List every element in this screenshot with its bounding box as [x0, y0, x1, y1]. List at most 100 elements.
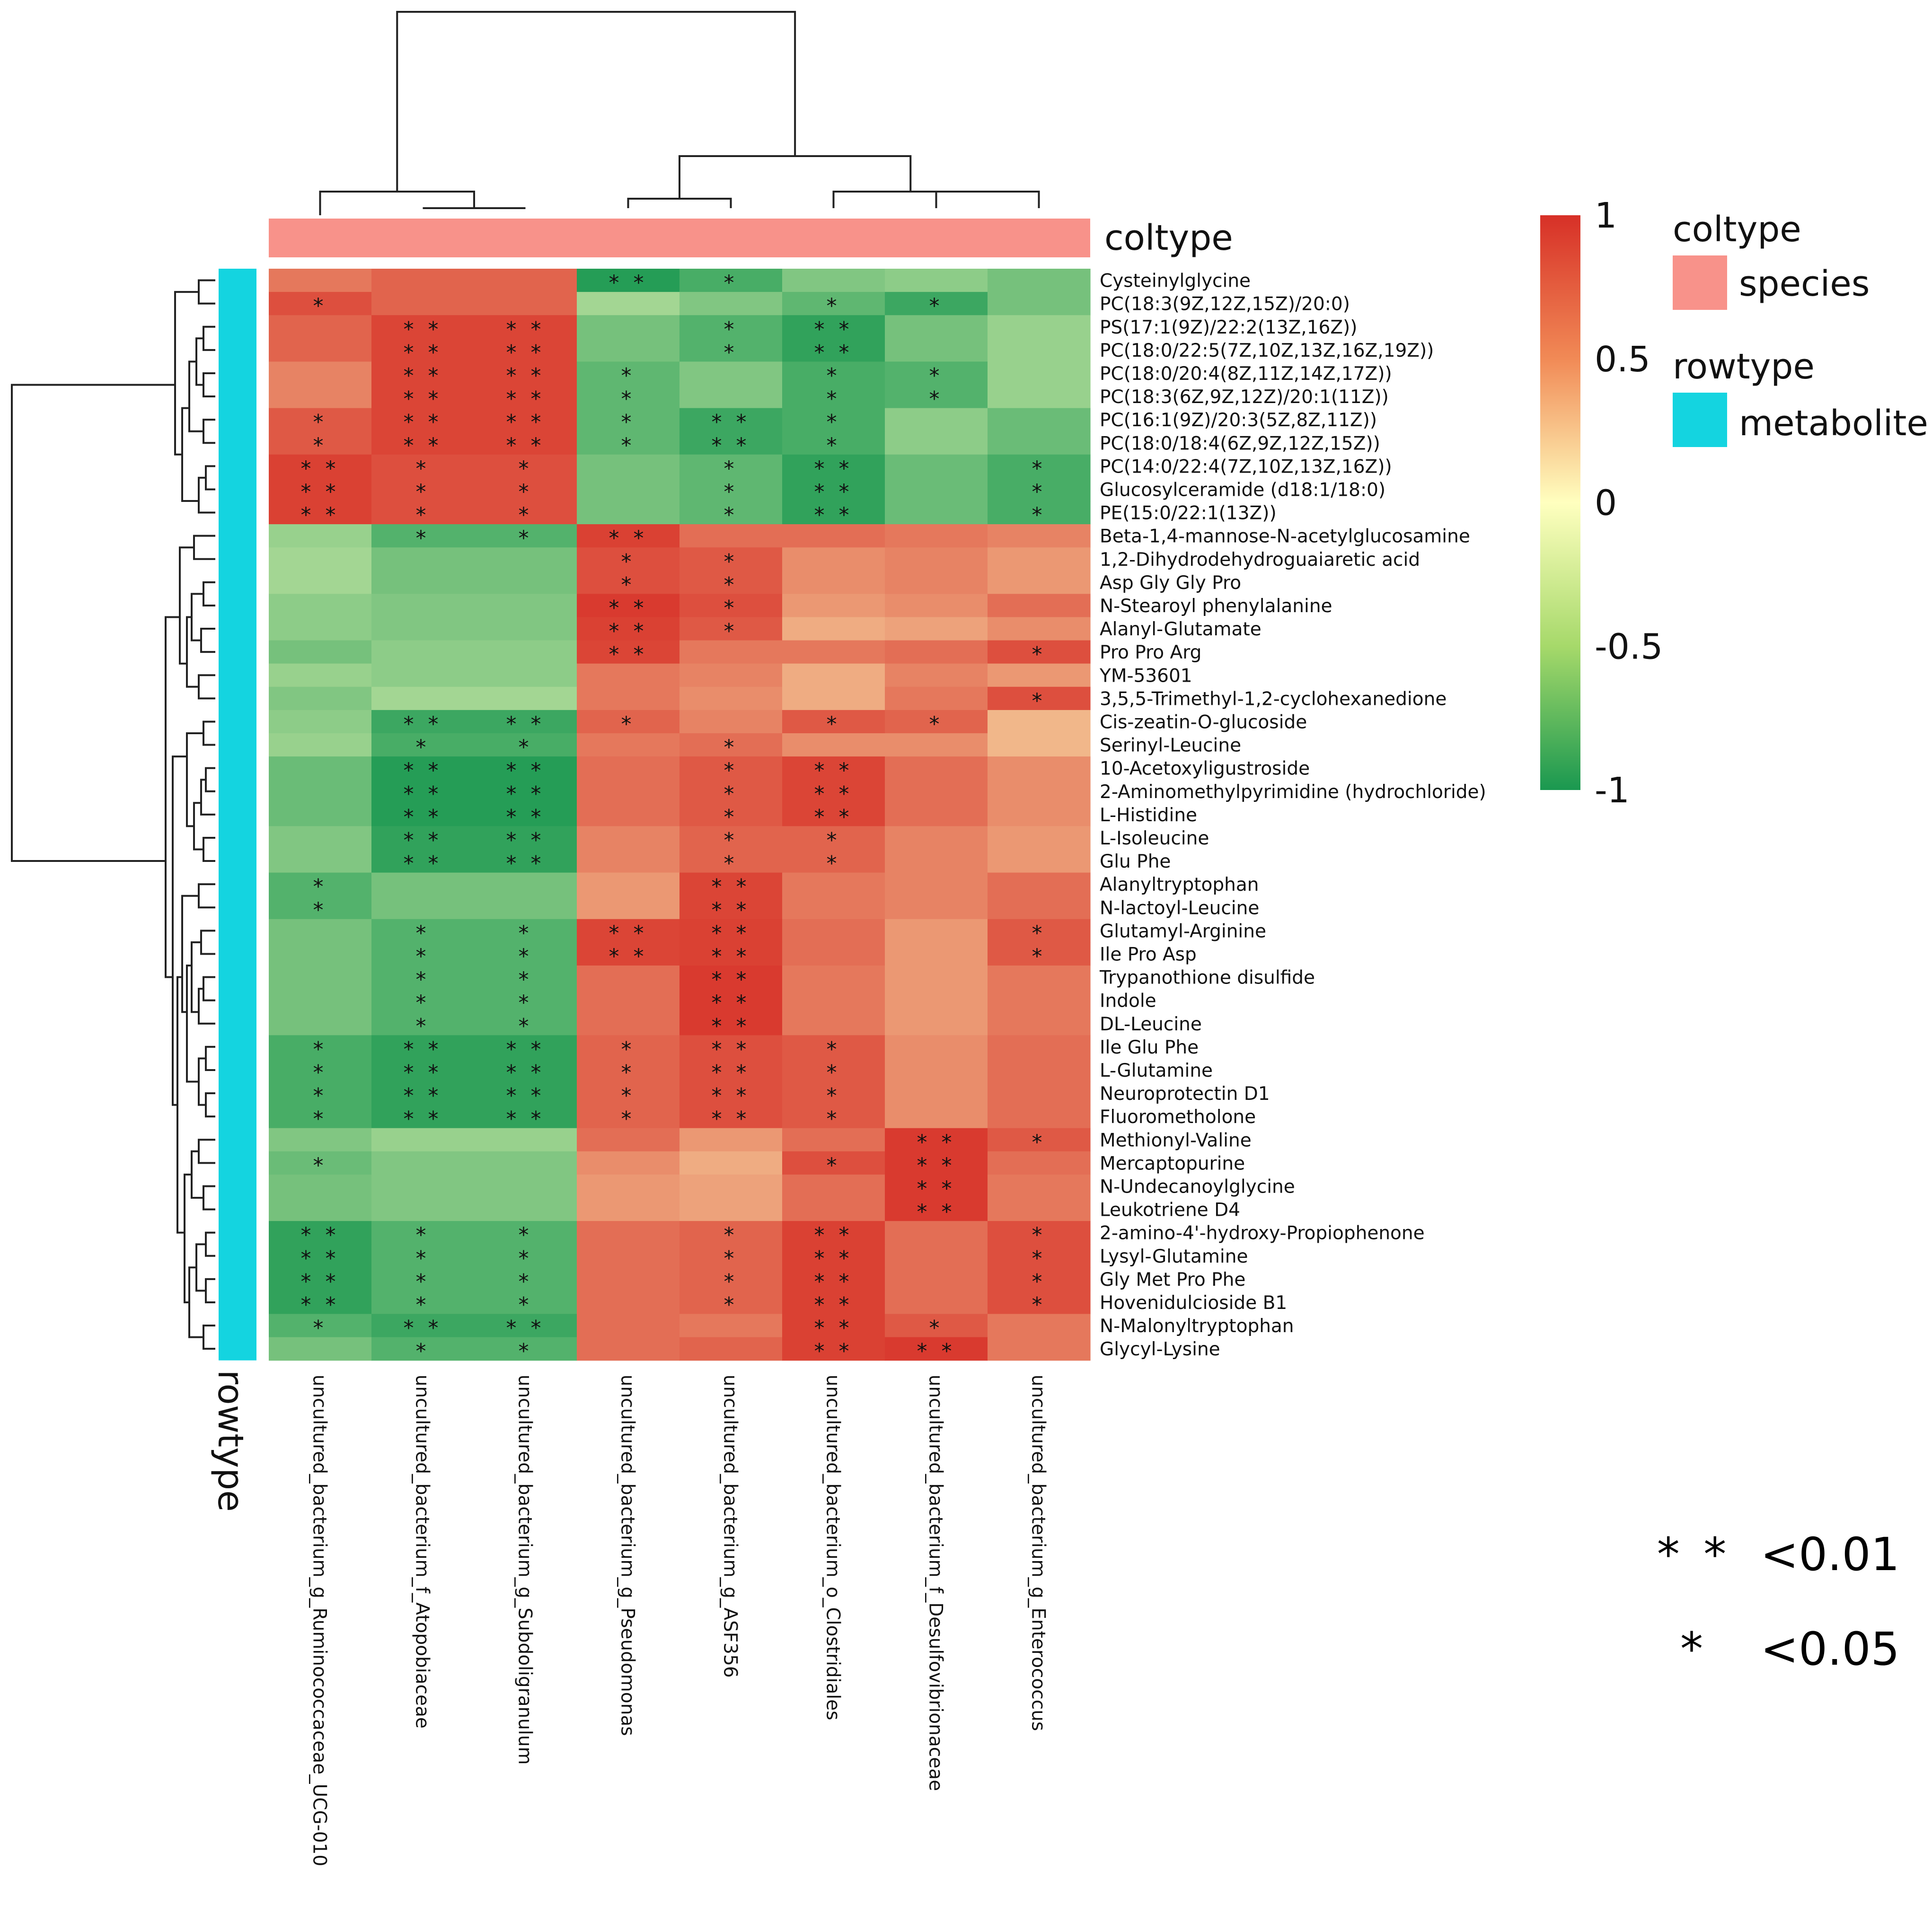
- heatmap-cell: [782, 408, 885, 432]
- row-label: Leukotriene D4: [1100, 1200, 1240, 1221]
- row-label: Hovenidulcioside B1: [1100, 1292, 1287, 1314]
- heatmap-cell: [474, 826, 577, 850]
- dendrogram-link: [396, 11, 796, 192]
- row-label: Fluorometholone: [1100, 1106, 1256, 1128]
- significance-mark: *: [416, 921, 430, 945]
- significance-mark: *: [621, 1107, 635, 1131]
- heatmap-cell: [577, 501, 680, 525]
- significance-mark: *: [929, 294, 944, 318]
- significance-mark: * *: [301, 1270, 340, 1294]
- heatmap-cell: [885, 710, 988, 734]
- legend-coltype-title: coltype: [1673, 209, 1801, 250]
- dendrogram-link: [174, 291, 199, 456]
- heatmap-cell: [371, 1128, 475, 1152]
- significance-mark: * *: [814, 1247, 853, 1271]
- significance-mark: * *: [814, 317, 853, 342]
- significance-mark: *: [621, 573, 635, 597]
- significance-mark: * *: [301, 457, 340, 481]
- heatmap-cell: [679, 1128, 783, 1152]
- heatmap-cell: [269, 1058, 372, 1082]
- significance-mark: * *: [712, 1037, 750, 1062]
- dendrogram-link: [203, 836, 215, 862]
- significance-mark: *: [1032, 1223, 1046, 1247]
- rowtype-annotation-bar: [219, 269, 256, 1361]
- heatmap-cell: [269, 408, 372, 432]
- significance-mark: *: [724, 852, 738, 876]
- row-label: 2-Aminomethylpyrimidine (hydrochloride): [1100, 781, 1486, 803]
- heatmap-cell: [269, 524, 372, 548]
- heatmap-cell: [269, 1151, 372, 1175]
- significance-mark: *: [621, 550, 635, 574]
- significance-mark: * *: [506, 387, 545, 411]
- heatmap-cell: [269, 547, 372, 571]
- heatmap-cell: [474, 803, 577, 826]
- heatmap-cell: [371, 1314, 475, 1338]
- row-label: Ile Glu Phe: [1100, 1037, 1199, 1058]
- heatmap-cell: [679, 686, 783, 711]
- significance-mark: * *: [609, 619, 648, 643]
- dendrogram-link: [203, 419, 215, 444]
- heatmap-cell: [577, 640, 680, 664]
- heatmap-cell: [269, 594, 372, 618]
- heatmap-cell: [371, 640, 475, 664]
- heatmap-cell: [474, 896, 577, 920]
- heatmap-cell: [885, 408, 988, 432]
- heatmap-cell: [988, 826, 1091, 850]
- dendrogram-link: [200, 930, 215, 955]
- significance-mark: * *: [917, 1177, 956, 1201]
- significance-mark: *: [621, 1084, 635, 1108]
- heatmap-cell: [782, 872, 885, 896]
- row-label: PC(18:0/20:4(8Z,11Z,14Z,17Z)): [1100, 363, 1392, 385]
- row-label: N-Stearoyl phenylalanine: [1100, 596, 1332, 617]
- heatmap-cell: [782, 780, 885, 803]
- significance-mark: * *: [404, 1107, 442, 1131]
- heatmap-cell: [474, 547, 577, 571]
- significance-mark: *: [416, 968, 430, 992]
- significance-legend-001: * * <0.01: [1642, 1528, 1907, 1581]
- significance-mark: *: [519, 1247, 533, 1271]
- heatmap-cell: [269, 1221, 372, 1245]
- significance-legend-symbol: * *: [1657, 1528, 1731, 1581]
- significance-mark: *: [416, 1247, 430, 1271]
- significance-mark: *: [827, 1107, 841, 1131]
- dendrogram-link: [181, 407, 199, 502]
- heatmap-cell: [782, 617, 885, 641]
- significance-legend-symbol: *: [1680, 1623, 1708, 1676]
- heatmap-cell: [885, 547, 988, 571]
- significance-mark: * *: [506, 1107, 545, 1131]
- significance-mark: *: [724, 619, 738, 643]
- heatmap-cell: [885, 1081, 988, 1106]
- heatmap-cell: [269, 896, 372, 920]
- heatmap-cell: [577, 733, 680, 757]
- significance-mark: * *: [712, 875, 750, 899]
- heatmap-cell: [679, 524, 783, 548]
- heatmap-cell: [474, 1081, 577, 1106]
- heatmap-cell: [577, 1058, 680, 1082]
- row-label: Beta-1,4-mannose-N-acetylglucosamine: [1100, 526, 1470, 547]
- heatmap-cell: [269, 686, 372, 711]
- heatmap-cell: [885, 780, 988, 803]
- heatmap-cell: [782, 989, 885, 1012]
- significance-mark: * *: [712, 921, 750, 945]
- heatmap-cell: [269, 966, 372, 989]
- heatmap-cell: [371, 966, 475, 989]
- dendrogram-link: [198, 988, 215, 1025]
- significance-mark: *: [827, 294, 841, 318]
- heatmap-cell: [269, 733, 372, 757]
- heatmap-cell: [782, 896, 885, 920]
- significance-mark: * *: [609, 944, 648, 968]
- heatmap-cell: [474, 571, 577, 594]
- significance-mark: * *: [301, 480, 340, 504]
- heatmap-cell: [577, 1081, 680, 1106]
- heatmap-cell: [371, 431, 475, 455]
- heatmap-cell: [577, 547, 680, 571]
- heatmap-cell: [679, 1081, 783, 1106]
- significance-mark: * *: [404, 317, 442, 342]
- column-label: uncultured_bacterium_g_Enterococcus: [1028, 1375, 1049, 1731]
- heatmap-cell: [371, 1244, 475, 1268]
- heatmap-cell: [474, 408, 577, 432]
- significance-mark: * *: [301, 503, 340, 527]
- dendrogram-link: [195, 337, 203, 386]
- significance-mark: *: [827, 712, 841, 736]
- row-label: N-Undecanoylglycine: [1100, 1176, 1295, 1197]
